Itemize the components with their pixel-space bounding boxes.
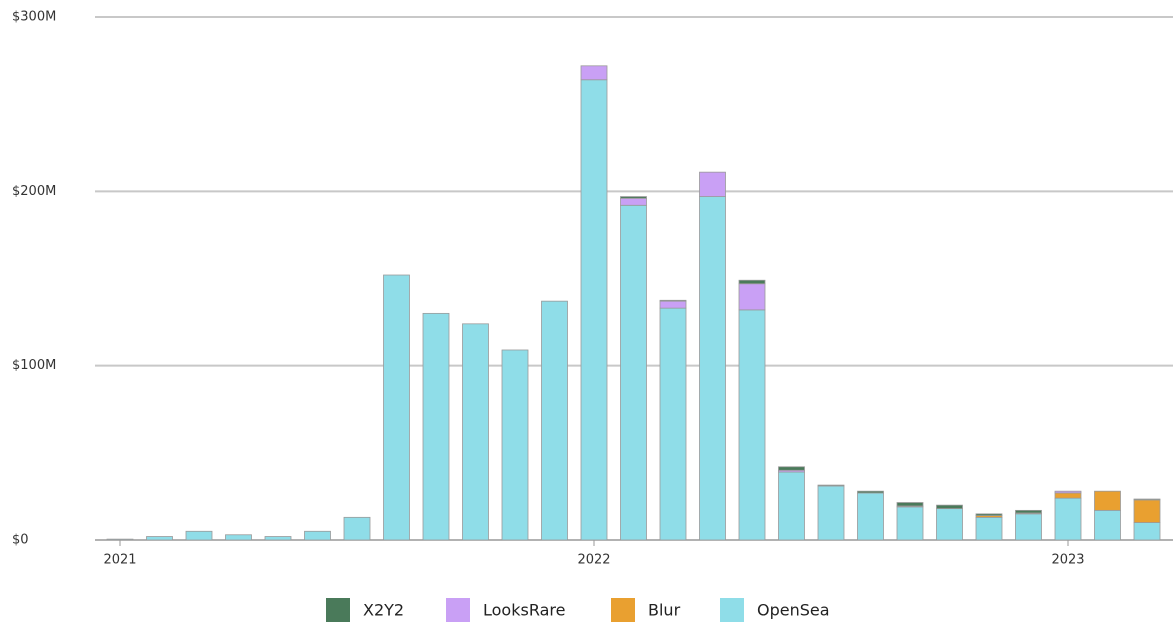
bar-segment [1054, 497, 1082, 541]
bar-segment [343, 516, 371, 541]
bar-segment [738, 283, 766, 311]
bar-segment [1015, 513, 1042, 541]
bar-segment [225, 534, 252, 541]
bar-segment [422, 312, 450, 541]
bar-segment [778, 466, 805, 471]
bar-segment [1054, 490, 1082, 494]
bar-segment [699, 196, 726, 541]
legend-label: OpenSea [757, 601, 830, 620]
bar-segment [778, 471, 805, 541]
legend-label: X2Y2 [363, 601, 404, 620]
bar-segment [659, 299, 687, 302]
bar-segment [185, 530, 213, 541]
bar-segment [936, 504, 963, 510]
bar-segment [620, 197, 647, 206]
x-tick-label: 2021 [103, 553, 136, 568]
bar-segment [1094, 509, 1121, 541]
bar-segment [857, 490, 884, 494]
bar-segment [620, 196, 647, 199]
legend-swatch [611, 598, 635, 622]
bar-segment [580, 79, 608, 541]
bar-segment [817, 484, 845, 487]
legend-label: LooksRare [483, 601, 565, 620]
bar-segment [857, 492, 884, 541]
bar-segment [462, 323, 489, 541]
bar-segment [817, 485, 845, 541]
bar-segment [896, 506, 924, 541]
bar-segment [975, 516, 1003, 541]
legend-label: Blur [648, 601, 681, 620]
y-tick-label: $100M [12, 358, 56, 373]
bar-segment [106, 538, 134, 541]
legend-swatch [446, 598, 470, 622]
bar-segment [1133, 522, 1161, 541]
bar-segment [501, 349, 529, 541]
bar-segment [975, 513, 1003, 516]
legend: X2Y2 LooksRare Blur OpenSea [326, 598, 830, 622]
legend-swatch [326, 598, 350, 622]
bar-segment [1133, 498, 1161, 501]
bar-segment [659, 307, 687, 541]
bar-segment [146, 536, 173, 541]
y-tick-label: $300M [12, 10, 56, 25]
bar-segment [541, 300, 568, 541]
bar-segment [936, 508, 963, 541]
bar-segment [580, 65, 608, 81]
bar-segment [738, 279, 766, 285]
bar-segment [1094, 490, 1121, 511]
bar-segment [659, 300, 687, 309]
bar-segment [620, 204, 647, 541]
x-tick-label: 2023 [1051, 553, 1084, 568]
bar-segment [1133, 499, 1161, 523]
bar-segment [1054, 492, 1082, 499]
bar-segment [383, 274, 410, 541]
x-tick-label: 2022 [577, 553, 610, 568]
bar-segment [304, 530, 331, 541]
bar-segment [264, 536, 292, 541]
bar-segment [1015, 509, 1042, 514]
bar-segment [738, 309, 766, 541]
y-tick-label: $200M [12, 184, 56, 199]
y-tick-label: $0 [12, 533, 29, 548]
bar-segment [896, 502, 924, 507]
legend-swatch [720, 598, 744, 622]
bar-segment [699, 171, 726, 197]
